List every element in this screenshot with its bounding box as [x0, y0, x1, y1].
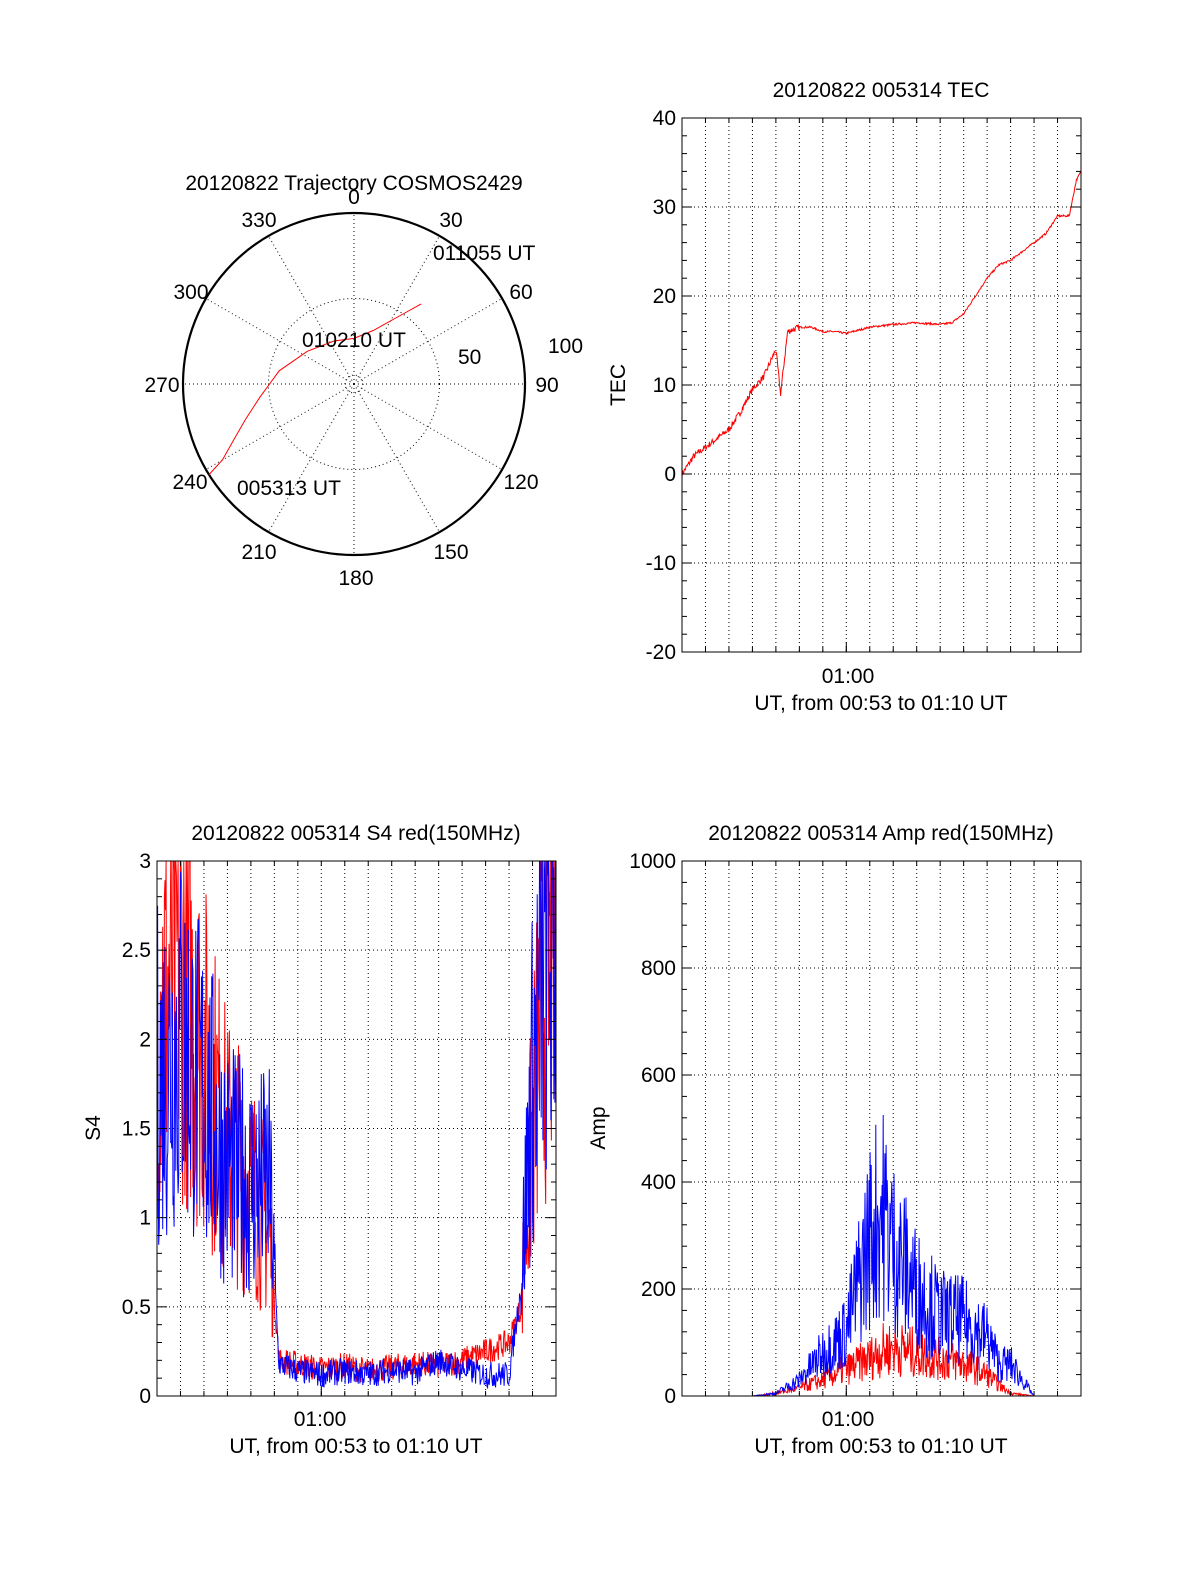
polar-angle-label: 240 — [172, 471, 207, 494]
y-tick-label: 40 — [653, 107, 676, 130]
polar-annotation-end: 011055 UT — [433, 242, 536, 265]
y-tick-label: 400 — [641, 1171, 676, 1194]
s4-title: 20120822 005314 S4 red(150MHz) — [191, 822, 520, 845]
polar-spoke — [205, 383, 355, 470]
polar-panel: 20120822 Trajectory COSMOS2429 0 330 300 27… — [144, 172, 583, 590]
polar-angle-label: 330 — [241, 209, 276, 232]
polar-spoke — [353, 383, 440, 533]
tec-panel: 20120822 005314 TEC -20 -10 0 10 20 30 40 01:0… — [607, 79, 1082, 715]
y-tick-label: 10 — [653, 374, 676, 397]
y-tick-label: 200 — [641, 1278, 676, 1301]
series-line-1 — [682, 1323, 1081, 1397]
y-tick-label: 20 — [653, 285, 676, 308]
s4-ticks: 0 0.5 1 1.5 2 2.5 3 — [122, 850, 556, 1408]
s4-xlabel: UT, from 00:53 to 01:10 UT — [229, 1435, 482, 1458]
polar-angle-label: 150 — [433, 541, 468, 564]
polar-annotation-mid: 010210 UT — [302, 329, 406, 352]
y-tick-label: 2 — [139, 1028, 151, 1051]
polar-grid — [183, 213, 525, 555]
amp-plot-frame — [681, 860, 1082, 1397]
tec-title: 20120822 005314 TEC — [773, 79, 990, 102]
series-line-1 — [681, 171, 1081, 478]
polar-title: 20120822 Trajectory COSMOS2429 — [185, 172, 522, 195]
polar-angle-label: 300 — [173, 281, 208, 304]
tec-x-tick-label: 01:00 — [822, 665, 875, 688]
polar-angle-label: 90 — [535, 374, 558, 397]
polar-angle-label: 120 — [503, 471, 538, 494]
y-tick-label: 1000 — [629, 850, 676, 873]
amp-xlabel: UT, from 00:53 to 01:10 UT — [754, 1435, 1007, 1458]
amp-series — [682, 1114, 1081, 1397]
polar-spoke — [353, 235, 440, 385]
tec-plot-frame — [681, 117, 1082, 653]
polar-angle-label: 30 — [439, 209, 462, 232]
polar-angle-label: 60 — [509, 281, 532, 304]
polar-outer-ring — [181, 211, 527, 557]
polar-angle-label: 210 — [241, 541, 276, 564]
y-tick-label: 800 — [641, 957, 676, 980]
polar-annotation-start: 005313 UT — [237, 477, 341, 500]
s4-grid — [157, 861, 556, 1396]
y-tick-label: 30 — [653, 196, 676, 219]
y-tick-label: 3 — [139, 850, 151, 873]
polar-spoke — [205, 298, 355, 385]
polar-spoke — [268, 235, 355, 385]
polar-trajectory — [208, 303, 422, 475]
y-tick-label: 2.5 — [122, 939, 151, 962]
y-tick-label: 0 — [664, 463, 676, 486]
y-tick-label: 0 — [139, 1385, 151, 1408]
amp-title: 20120822 005314 Amp red(150MHz) — [708, 822, 1054, 845]
polar-radial-label-100: 100 — [548, 335, 583, 358]
amp-ylabel: Amp — [587, 1106, 610, 1149]
y-tick-label: 0 — [664, 1385, 676, 1408]
amp-grid — [682, 861, 1081, 1396]
series-line-2 — [682, 1114, 1081, 1397]
y-tick-label: 1 — [139, 1207, 151, 1230]
tec-xlabel: UT, from 00:53 to 01:10 UT — [754, 692, 1007, 715]
amp-x-tick-label: 01:00 — [822, 1408, 875, 1431]
amp-ticks: 0 200 400 600 800 1000 — [629, 850, 1081, 1408]
tec-series — [681, 171, 1081, 478]
amp-panel: 20120822 005314 Amp red(150MHz) 0 200 400 6… — [587, 822, 1082, 1458]
y-tick-label: -20 — [646, 641, 676, 664]
polar-radial-label-50: 50 — [458, 346, 481, 369]
polar-angle-label: 0 — [348, 186, 360, 209]
y-tick-label: 1.5 — [122, 1118, 151, 1141]
y-tick-label: 0.5 — [122, 1296, 151, 1319]
tec-ticks: -20 -10 0 10 20 30 40 — [646, 107, 1081, 664]
s4-panel: 20120822 005314 S4 red(150MHz) 0 0.5 1 1.5 2… — [82, 822, 557, 1458]
tec-grid — [682, 118, 1081, 652]
y-tick-label: 600 — [641, 1064, 676, 1087]
y-tick-label: -10 — [646, 552, 676, 575]
polar-spoke — [353, 298, 503, 385]
tec-ylabel: TEC — [607, 364, 630, 406]
polar-angle-label: 270 — [144, 374, 179, 397]
polar-spoke — [268, 383, 355, 533]
polar-ring — [344, 374, 364, 394]
series-line-2 — [156, 860, 557, 1390]
s4-series — [156, 860, 557, 1390]
polar-angle-labels: 0 330 300 270 240 210 180 150 120 90 60 30 — [144, 186, 558, 590]
s4-x-tick-label: 01:00 — [294, 1408, 347, 1431]
polar-angle-label: 180 — [338, 567, 373, 590]
s4-ylabel: S4 — [82, 1115, 105, 1141]
polar-spoke — [353, 383, 503, 470]
polar-ring — [268, 298, 440, 470]
